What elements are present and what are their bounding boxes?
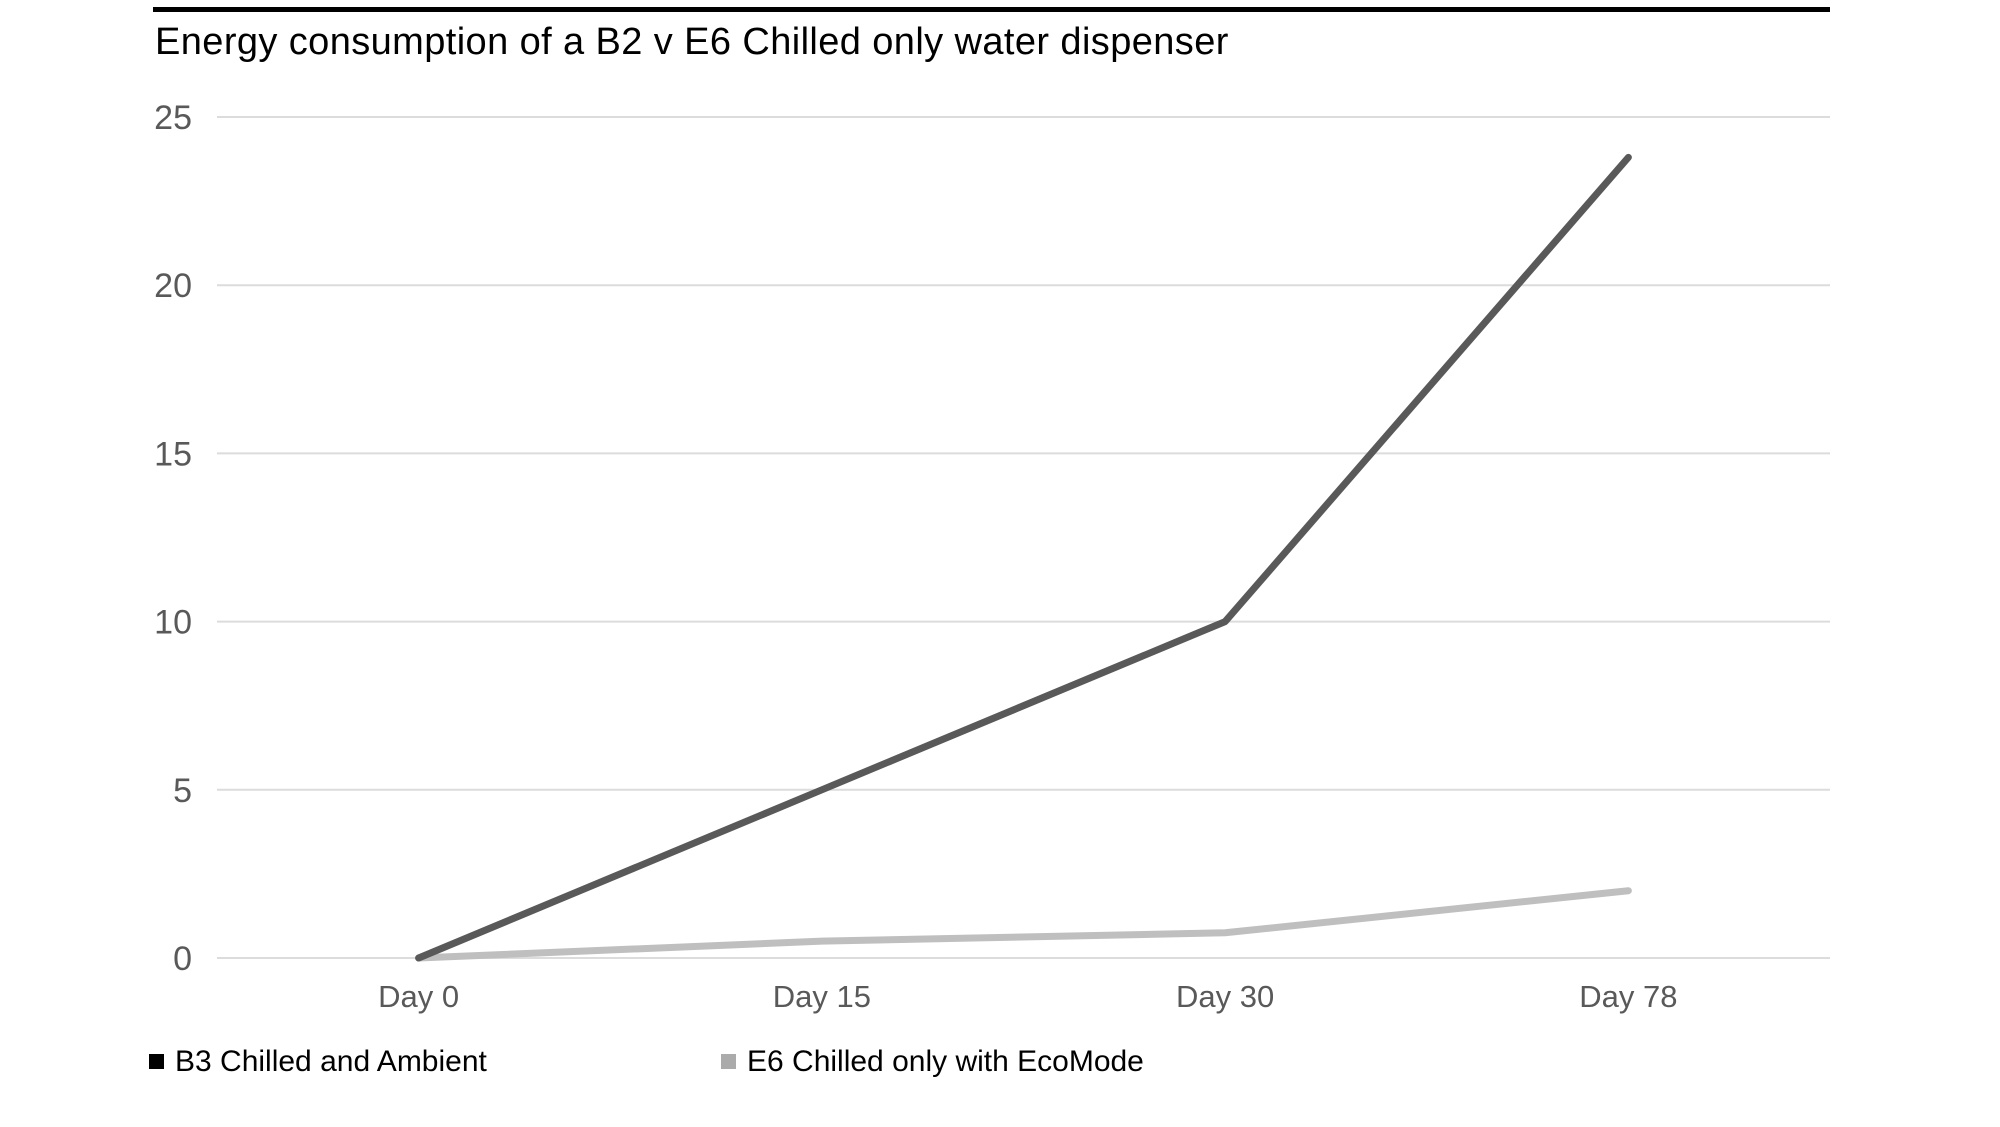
y-tick-label-15: 15 <box>154 435 192 473</box>
x-axis-label-3: Day 78 <box>1579 979 1677 1014</box>
y-tick-label-10: 10 <box>154 604 192 642</box>
series-line-b3 <box>415 153 1632 962</box>
series-line-e6 <box>415 887 1632 962</box>
legend-swatch-e6 <box>721 1054 736 1069</box>
x-axis-label-0: Day 0 <box>378 979 459 1014</box>
legend-label-e6: E6 Chilled only with EcoMode <box>747 1045 1144 1078</box>
y-tick-label-5: 5 <box>173 772 192 810</box>
x-axis-label-1: Day 15 <box>773 979 871 1014</box>
top-rule <box>153 7 1830 12</box>
x-axis-label-2: Day 30 <box>1176 979 1274 1014</box>
y-tick-label-20: 20 <box>154 267 192 305</box>
legend-item-e6: E6 Chilled only with EcoMode <box>721 1044 1144 1079</box>
legend-label-b3: B3 Chilled and Ambient <box>175 1045 487 1078</box>
y-tick-label-0: 0 <box>173 940 192 978</box>
legend-swatch-b3 <box>149 1054 164 1069</box>
y-tick-label-25: 25 <box>154 99 192 137</box>
legend-item-b3: B3 Chilled and Ambient <box>149 1044 487 1079</box>
chart-title: Energy consumption of a B2 v E6 Chilled … <box>155 21 1229 63</box>
